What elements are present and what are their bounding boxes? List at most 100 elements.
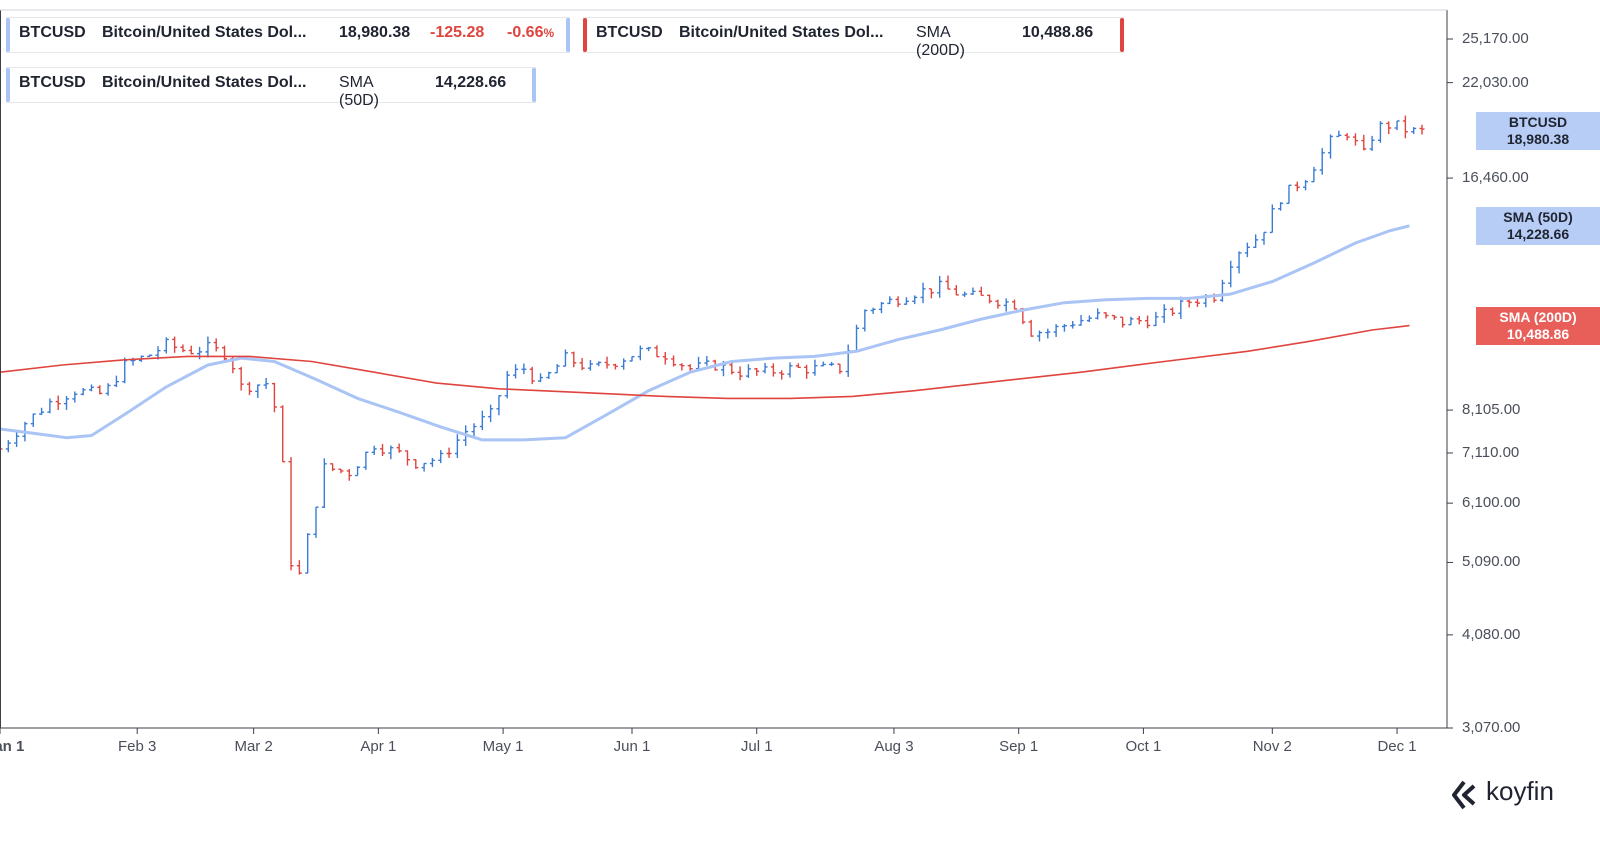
ohlc-bar [1103, 312, 1109, 319]
ohlc-bar [371, 445, 377, 456]
ohlc-bar [962, 291, 968, 297]
ohlc-bar [296, 560, 302, 575]
ohlc-bar [587, 360, 593, 371]
ohlc-bar [745, 364, 751, 378]
x-tick-label: Jun 1 [613, 738, 651, 755]
legend-sma200[interactable]: BTCUSD Bitcoin/United States Dol... SMA(… [583, 17, 1124, 59]
ohlc-bar [1319, 148, 1325, 175]
ohlc-bar [1336, 130, 1342, 138]
ohlc-bar [471, 423, 477, 437]
legend-price-pct-value: -0.66 [507, 24, 544, 41]
ohlc-bar [30, 413, 36, 427]
ohlc-bar [1053, 324, 1059, 337]
x-tick-label: Mar 2 [234, 738, 273, 755]
x-tick-label: May 1 [482, 738, 524, 755]
ohlc-bar [1161, 304, 1167, 323]
ohlc-bar [845, 344, 851, 377]
ohlc-bar [1078, 314, 1084, 326]
legend-price[interactable]: BTCUSD Bitcoin/United States Dol... 18,9… [6, 17, 570, 53]
ohlc-bar [346, 469, 352, 481]
legend-price-symbol: BTCUSD [19, 24, 86, 41]
ohlc-bar [163, 337, 169, 354]
ohlc-bar [1186, 298, 1192, 308]
ohlc-bar [271, 382, 277, 413]
ohlc-bar [1219, 279, 1225, 302]
ohlc-bar [255, 384, 261, 398]
y-tick-label: 6,100.00 [1462, 494, 1521, 512]
ohlc-bar [1003, 298, 1009, 312]
y-tick-label: 16,460.00 [1462, 169, 1529, 187]
x-tick-label: Nov 2 [1252, 738, 1292, 755]
ohlc-bar [862, 309, 868, 332]
ohlc-bar [987, 294, 993, 304]
legend-sma50-right-bar [532, 68, 536, 102]
ohlc-bar [1253, 234, 1259, 249]
ohlc-bar [496, 395, 502, 416]
ohlc-bar [330, 463, 336, 472]
y-tick-label: 7,110.00 [1462, 443, 1520, 461]
ohlc-bar [1261, 231, 1267, 245]
legend-price-name: Bitcoin/United States Dol... [102, 24, 307, 41]
ohlc-bar [396, 443, 402, 453]
ohlc-bar [1145, 315, 1151, 329]
legend-sma50-indicator: SMA (50D) [339, 74, 379, 110]
y-tick-label: 3,070.00 [1462, 719, 1521, 736]
ohlc-bar [355, 466, 361, 477]
ohlc-bar [479, 410, 485, 431]
ohlc-bar [246, 381, 252, 396]
ohlc-bar [105, 383, 111, 396]
ohlc-bar [1394, 120, 1400, 131]
ohlc-bar [596, 361, 602, 367]
ohlc-bar [113, 375, 119, 388]
ohlc-bar [629, 355, 635, 362]
ohlc-bar [305, 533, 311, 574]
legend-price-value: 18,980.38 [339, 24, 411, 41]
legend-price-change: -125.28 [430, 24, 485, 41]
ohlc-bar [1286, 184, 1292, 205]
ohlc-bar [895, 296, 901, 308]
ohlc-bar [263, 377, 269, 389]
ohlc-bar [978, 286, 984, 297]
koyfin-mark-icon [1452, 780, 1476, 810]
ohlc-bar [1070, 321, 1076, 329]
ohlc-bar [870, 307, 876, 314]
x-tick-label: Jan 1 [0, 738, 25, 755]
ohlc-bar [421, 462, 427, 472]
ohlc-bar [88, 384, 94, 392]
ohlc-bar [5, 440, 11, 453]
ohlc-bar [504, 370, 510, 399]
legend-sma50-name: Bitcoin/United States Dol... [102, 74, 307, 91]
ohlc-bar [197, 346, 203, 360]
ohlc-bar [762, 362, 768, 374]
price-label-title: SMA (50D) [1503, 208, 1573, 225]
ohlc-bar [754, 367, 760, 376]
ohlc-bar [812, 359, 818, 376]
ohlc-bar [604, 356, 610, 369]
ohlc-bar [1028, 319, 1034, 337]
ohlc-bar [1170, 307, 1176, 316]
ohlc-bar [1411, 127, 1417, 135]
ohlc-bar [637, 345, 643, 361]
price-label-value: 18,980.38 [1506, 131, 1570, 148]
legend-sma200-value: 10,488.86 [1022, 24, 1094, 41]
ohlc-bar [1311, 166, 1317, 183]
price-label-value: 10,488.86 [1506, 325, 1570, 342]
ohlc-bar [429, 457, 435, 468]
ohlc-bar [1244, 242, 1250, 258]
ohlc-bar [238, 366, 244, 391]
ohlc-bar [404, 450, 410, 466]
x-tick-label: Apr 1 [360, 738, 397, 755]
ohlc-bar [887, 296, 893, 305]
legend-sma50[interactable]: BTCUSD Bitcoin/United States Dol... SMA(… [6, 67, 536, 109]
legend-price-left-bar [6, 18, 10, 52]
ohlc-bar [538, 373, 544, 383]
ohlc-bar [820, 361, 826, 367]
ohlc-bar [1328, 134, 1334, 159]
ohlc-bar [704, 355, 710, 366]
legend-sma50-left-bar [6, 68, 10, 102]
legend-price-change-pct: -0.66% [507, 24, 554, 42]
legend-sma200-left-bar [583, 18, 587, 52]
ohlc-bar [770, 363, 776, 377]
ohlc-bar [1419, 124, 1425, 135]
